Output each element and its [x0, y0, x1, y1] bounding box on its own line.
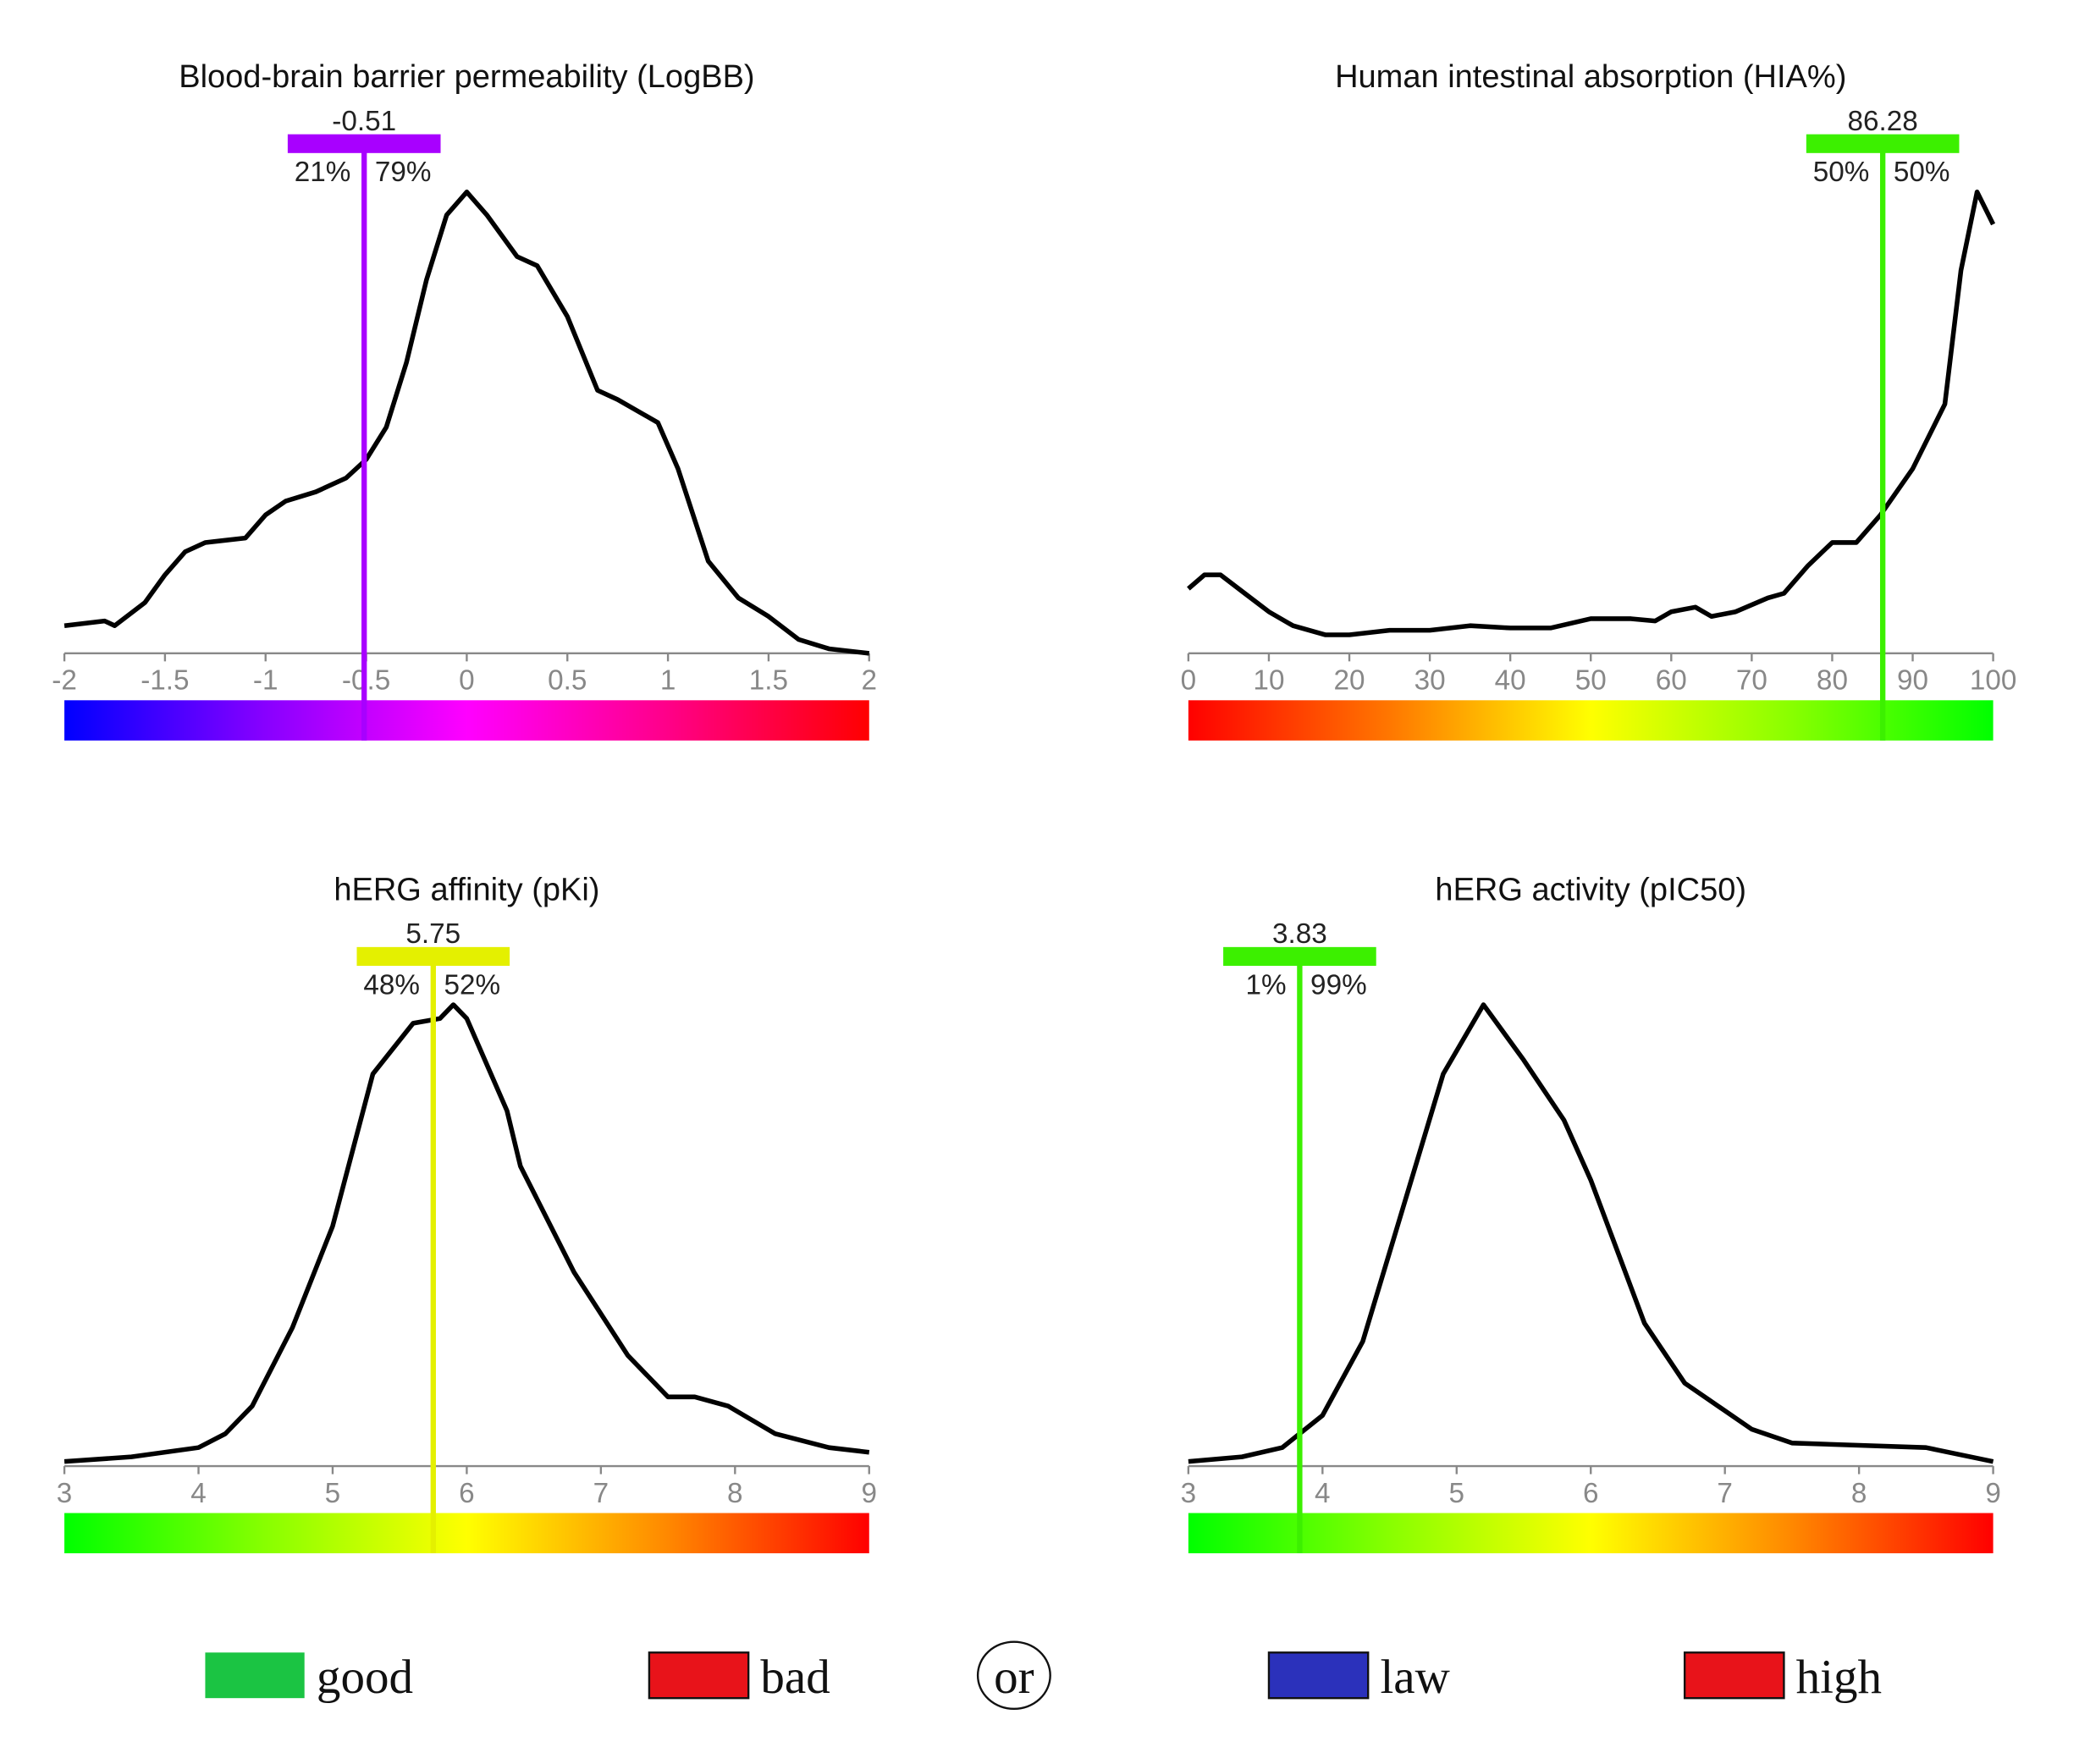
color-scale-bar	[64, 1513, 869, 1554]
right-percent: 50%	[1894, 157, 1950, 188]
value-marker-bar	[1806, 134, 1960, 153]
value-marker-bar	[1223, 946, 1376, 967]
x-tick-label: 50	[1575, 665, 1607, 697]
color-scale-bar	[1188, 1513, 1994, 1554]
x-tick-label: 3	[57, 1478, 73, 1509]
legend-item-high: high	[1683, 1651, 1882, 1704]
x-tick-label: 5	[1449, 1478, 1465, 1509]
x-tick-label: 7	[1717, 1478, 1733, 1509]
legend-label: high	[1796, 1651, 1882, 1704]
x-tick-label: 20	[1334, 665, 1365, 697]
value-label: -0.51	[332, 106, 396, 137]
legend-swatch	[1683, 1651, 1785, 1700]
right-percent: 52%	[444, 969, 500, 1001]
density-curve	[63, 1002, 870, 1464]
x-tick-label: 2	[862, 665, 878, 697]
density-curve	[1187, 189, 1996, 637]
legend-item-law: law	[1267, 1651, 1450, 1704]
value-label: 3.83	[1272, 918, 1327, 950]
x-tick-label: 100	[1970, 665, 2017, 697]
chart-panel-3: hERG affinity (pKi) 3 4 5 6 7 8 9 5.75 48% 52%	[57, 872, 878, 1554]
left-percent: 21%	[295, 157, 351, 188]
x-tick-label: 80	[1817, 665, 1848, 697]
density-curve	[63, 189, 870, 656]
x-tick-label: 0	[459, 665, 475, 697]
chart-panel-1: Blood-brain barrier permeability (LogBB)…	[52, 59, 877, 741]
x-tick-label: 0	[1181, 665, 1197, 697]
value-label: 86.28	[1848, 106, 1918, 137]
chart-title: Blood-brain barrier permeability (LogBB)	[179, 59, 754, 95]
chart-title: Human intestinal absorption (HIA%)	[1335, 59, 1846, 95]
x-tick-label: -1	[253, 665, 278, 697]
x-tick-label: 10	[1253, 665, 1284, 697]
x-tick-label: 8	[727, 1478, 743, 1509]
x-tick-label: 1	[660, 665, 676, 697]
x-tick-label: 30	[1414, 665, 1446, 697]
chart-title: hERG activity (pIC50)	[1435, 872, 1746, 907]
x-tick-label: 70	[1736, 665, 1767, 697]
right-percent: 99%	[1310, 969, 1367, 1001]
legend-separator: or	[994, 1651, 1034, 1704]
legend-label: good	[317, 1651, 413, 1704]
x-tick-label: 60	[1656, 665, 1687, 697]
color-scale-bar	[1188, 700, 1994, 741]
x-tick-label: -1.5	[141, 665, 189, 697]
legend-item-good: good	[205, 1651, 413, 1704]
value-label: 5.75	[405, 918, 460, 950]
chart-panel-2: Human intestinal absorption (HIA%) 0 10 20 3…	[1181, 59, 2017, 741]
x-tick-label: 5	[325, 1478, 341, 1509]
density-curve	[1188, 1002, 1994, 1464]
color-scale-bar	[64, 700, 869, 741]
right-percent: 79%	[375, 157, 432, 188]
x-tick-label: 9	[862, 1478, 878, 1509]
x-tick-label: 7	[593, 1478, 609, 1509]
chart-panel-4: hERG activity (pIC50) 3 4 5 6 7 8 9 3.83 1% 99%	[1181, 872, 2001, 1554]
legend-label: bad	[760, 1651, 830, 1704]
x-tick-label: 0.5	[548, 665, 587, 697]
x-tick-label: 90	[1897, 665, 1928, 697]
x-tick-label: -2	[52, 665, 77, 697]
value-marker-bar	[287, 134, 441, 153]
x-tick-label: 3	[1181, 1478, 1197, 1509]
legend-label: law	[1380, 1651, 1449, 1704]
x-tick-label: 9	[1985, 1478, 2001, 1509]
left-percent: 50%	[1813, 157, 1870, 188]
x-tick-label: 6	[1583, 1478, 1599, 1509]
chart-title: hERG affinity (pKi)	[334, 872, 599, 907]
x-tick-label: 4	[1315, 1478, 1331, 1509]
left-percent: 1%	[1245, 969, 1286, 1001]
x-tick-label: 6	[459, 1478, 475, 1509]
x-tick-label: 1.5	[749, 665, 788, 697]
left-percent: 48%	[363, 969, 420, 1001]
x-tick-label: 8	[1851, 1478, 1867, 1509]
value-marker-bar	[356, 946, 510, 967]
or-circle	[976, 1640, 1051, 1711]
legend-swatch	[648, 1651, 750, 1700]
legend-swatch	[205, 1652, 305, 1699]
legend: good bad law high or	[205, 1640, 1882, 1711]
x-tick-label: 40	[1495, 665, 1526, 697]
legend-item-bad: bad	[648, 1651, 830, 1704]
x-tick-label: 4	[190, 1478, 207, 1509]
legend-swatch	[1267, 1651, 1370, 1700]
